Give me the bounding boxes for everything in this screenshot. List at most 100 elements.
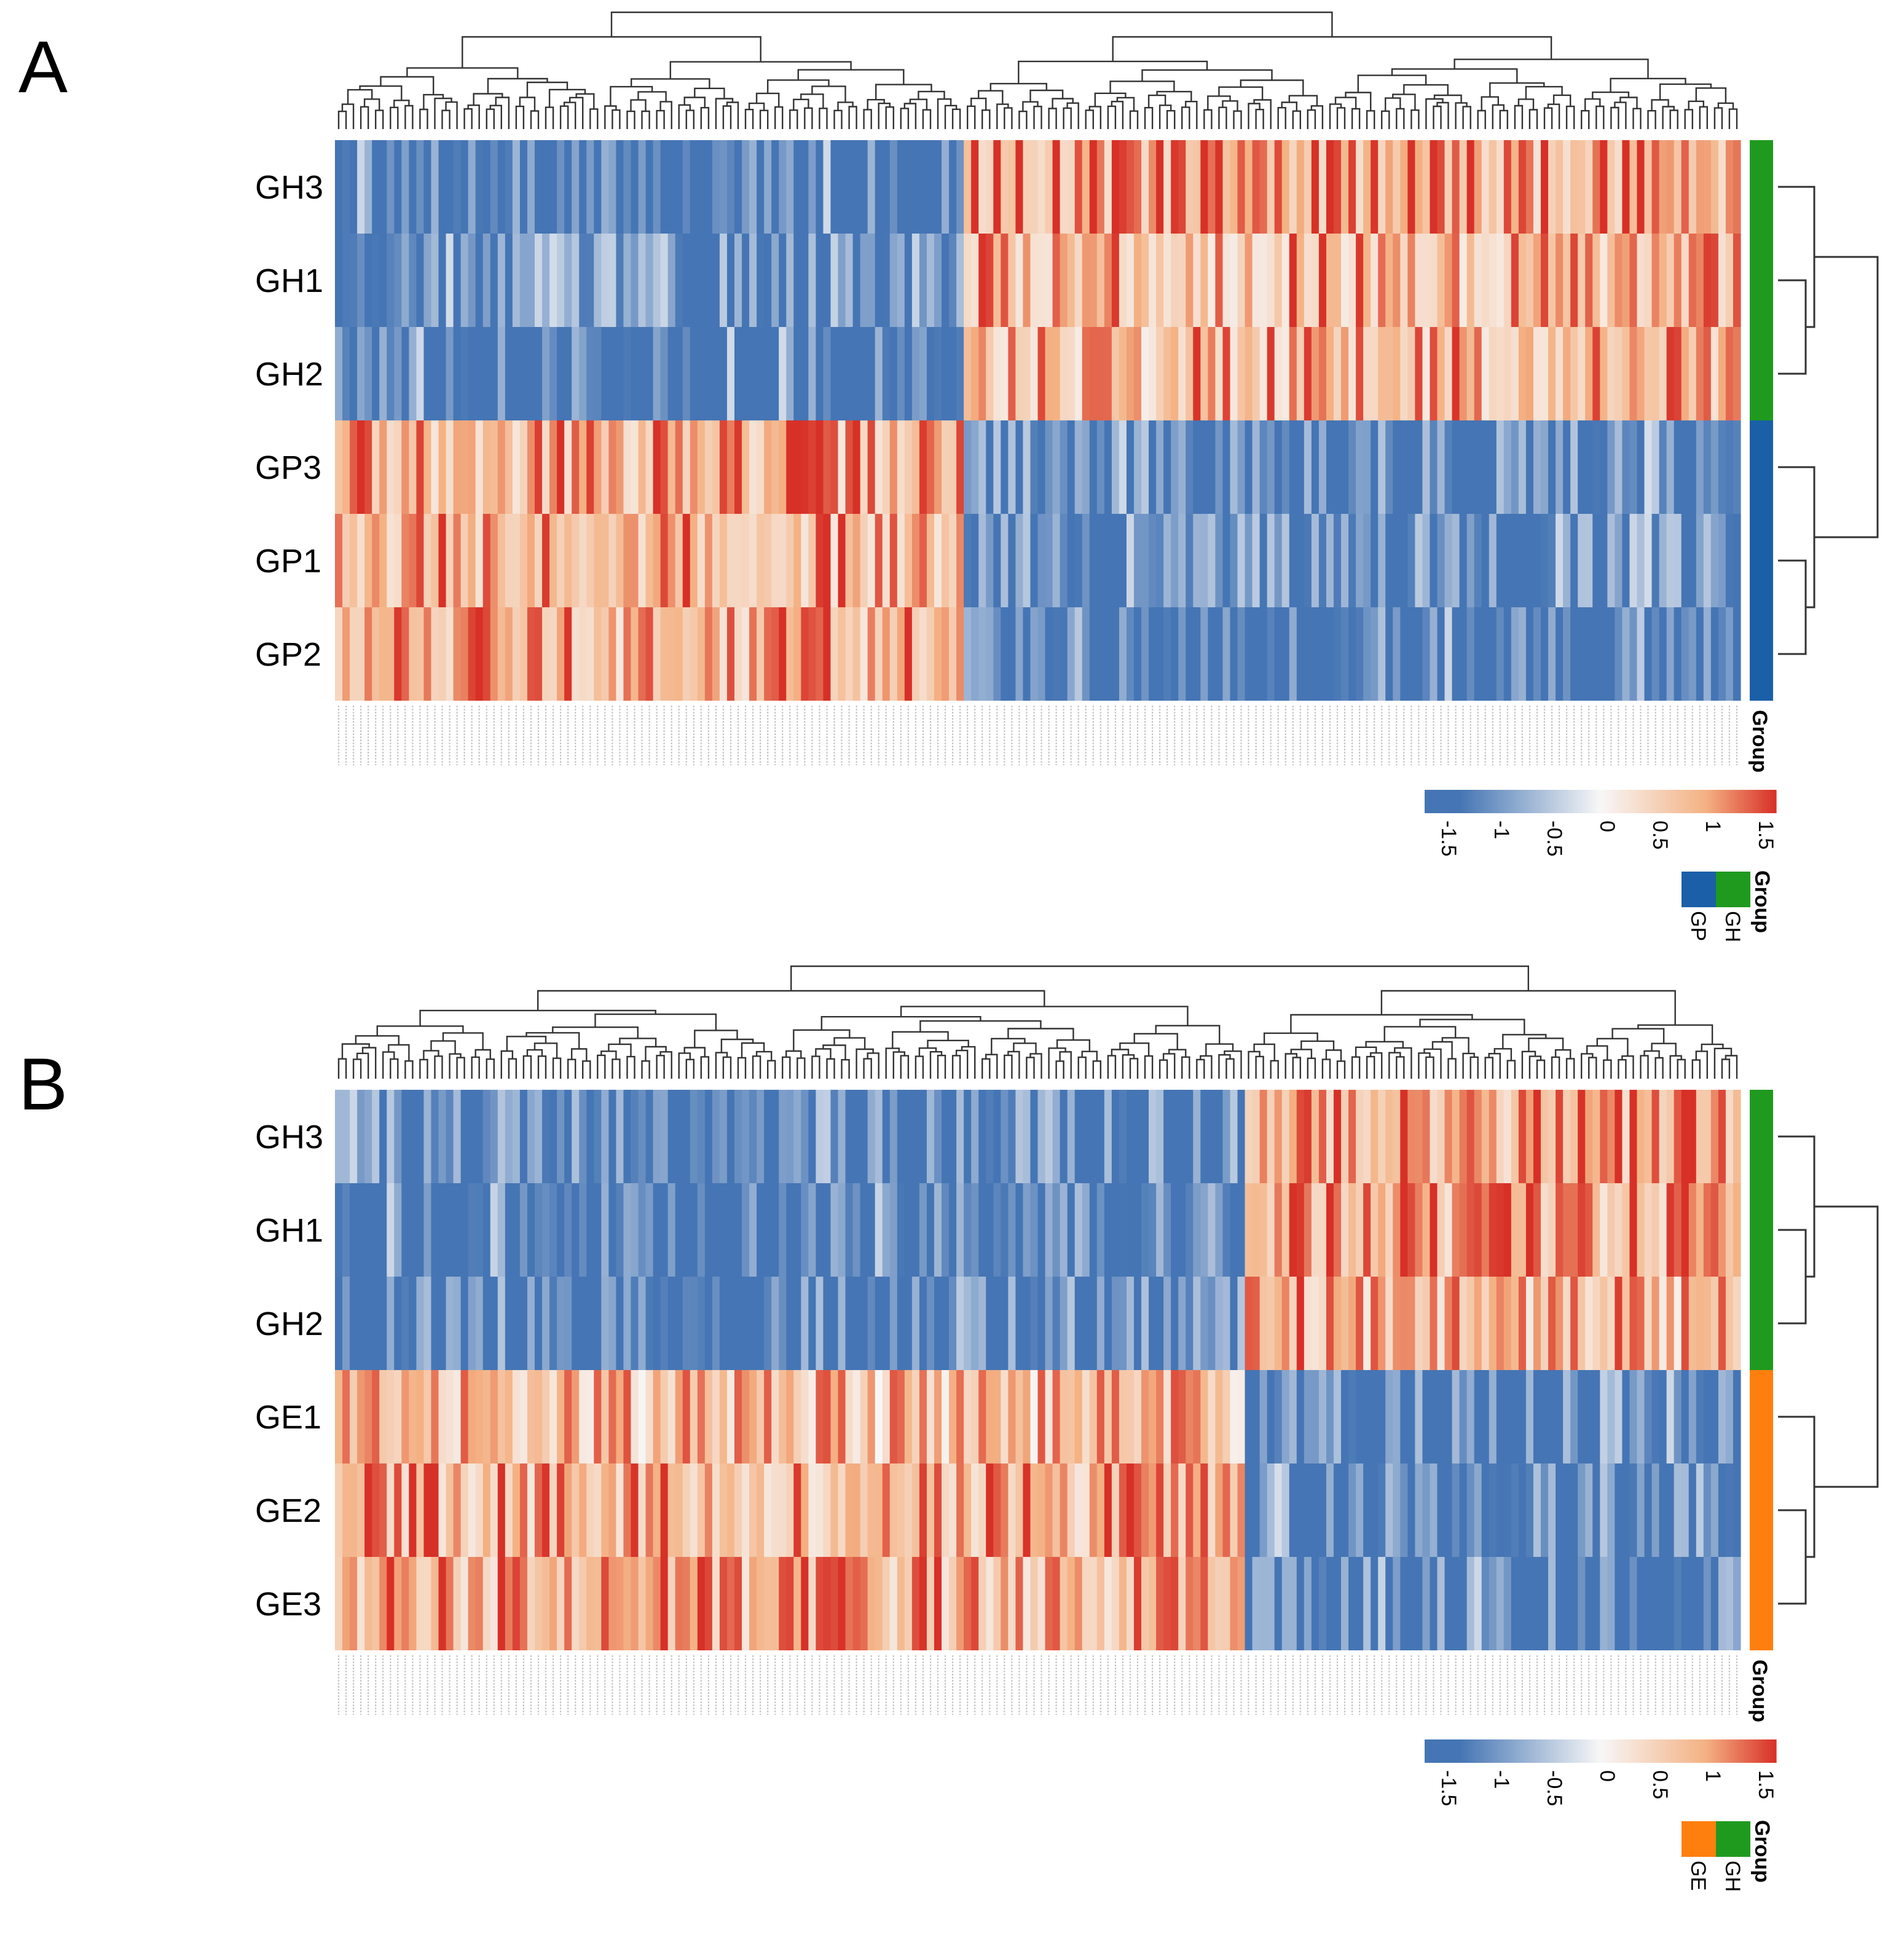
- heatmap-cell: [1008, 1370, 1016, 1463]
- column-dendrogram-branch: [582, 1060, 591, 1079]
- column-dendrogram-branch: [1433, 105, 1442, 129]
- column-dendrogram-branch: [1651, 1042, 1677, 1056]
- heatmap-cell: [1578, 140, 1586, 234]
- heatmap-cell: [1259, 607, 1268, 701]
- heatmap-cell: [1533, 140, 1541, 234]
- heatmap-cell: [1437, 1370, 1446, 1463]
- heatmap-cell: [1481, 1277, 1490, 1370]
- heatmap-cell: [956, 1463, 964, 1557]
- heatmap-cell: [1259, 420, 1268, 514]
- heatmap-cell: [712, 1183, 720, 1277]
- heatmap-cell: [1393, 514, 1401, 607]
- heatmap-cell: [675, 1183, 683, 1277]
- heatmap-cell: [838, 140, 846, 234]
- color-scale-swatch: [1533, 1739, 1536, 1763]
- heatmap-cell: [1548, 607, 1556, 701]
- heatmap-cell: [401, 234, 409, 327]
- heatmap-cell: [549, 1090, 557, 1183]
- color-scale-swatch: [1712, 790, 1715, 813]
- heatmap-cell: [1193, 327, 1201, 420]
- heatmap-cell: [608, 1557, 616, 1650]
- heatmap-cell: [1171, 1090, 1179, 1183]
- heatmap-cell: [1222, 140, 1231, 234]
- heatmap-cell: [690, 1277, 698, 1370]
- column-dendrogram-branch: [563, 101, 576, 129]
- heatmap-cell: [882, 1277, 891, 1370]
- heatmap-cell: [335, 234, 343, 327]
- heatmap-cell: [342, 607, 350, 701]
- heatmap-cell: [1208, 1463, 1216, 1557]
- heatmap-cell: [1156, 1090, 1164, 1183]
- heatmap-cell: [475, 1463, 484, 1557]
- column-dendrogram-branch: [1551, 1056, 1560, 1079]
- heatmap-cell: [1074, 327, 1083, 420]
- heatmap-cell: [1311, 140, 1320, 234]
- heatmap-cell: [845, 1277, 854, 1370]
- heatmap-cell: [1474, 1557, 1482, 1650]
- heatmap-cell: [1296, 1463, 1305, 1557]
- column-dendrogram-branch: [1004, 1054, 1013, 1079]
- heatmap-cell: [519, 1090, 528, 1183]
- column-dendrogram-branch: [793, 98, 809, 111]
- heatmap-cell: [1644, 1183, 1653, 1277]
- heatmap-cell: [1082, 420, 1090, 514]
- heatmap-cell: [1474, 234, 1482, 327]
- color-scale-swatch: [1712, 1739, 1715, 1763]
- heatmap-cell: [793, 1183, 801, 1277]
- heatmap-cell: [719, 327, 728, 420]
- heatmap-cell: [1644, 1557, 1653, 1650]
- heatmap-cell: [801, 1463, 809, 1557]
- column-dendrogram-branch: [1410, 109, 1420, 129]
- column-dendrogram-branch: [1418, 1052, 1431, 1079]
- heatmap-cell: [1252, 327, 1261, 420]
- heatmap-cell: [1556, 1463, 1564, 1557]
- heatmap-cell: [1556, 607, 1564, 701]
- heatmap-cell: [601, 1090, 609, 1183]
- color-scale-swatch: [1586, 790, 1589, 813]
- heatmap-cell: [852, 140, 861, 234]
- heatmap-cell: [845, 514, 854, 607]
- heatmap-cell: [564, 1463, 572, 1557]
- heatmap-cell: [682, 607, 691, 701]
- heatmap-cell: [423, 1090, 432, 1183]
- column-dendrogram-branch: [1462, 106, 1471, 129]
- heatmap-cell: [1363, 514, 1371, 607]
- heatmap-cell: [852, 1463, 861, 1557]
- row-label-gp2: GP2: [255, 636, 321, 673]
- heatmap-cell: [911, 1277, 920, 1370]
- heatmap-cell: [934, 140, 942, 234]
- heatmap-cell: [726, 327, 735, 420]
- heatmap-cell: [1281, 234, 1290, 327]
- heatmap-cell: [823, 514, 832, 607]
- column-dendrogram-branch: [1129, 110, 1139, 129]
- heatmap-cell: [1281, 1277, 1290, 1370]
- heatmap-cell: [1341, 1370, 1349, 1463]
- heatmap-cell: [1274, 1090, 1283, 1183]
- heatmap-cell: [793, 514, 801, 607]
- heatmap-cell: [1037, 1183, 1046, 1277]
- heatmap-cell: [594, 607, 602, 701]
- heatmap-cell: [1200, 1277, 1208, 1370]
- color-scale-swatch: [1454, 790, 1458, 813]
- heatmap-cell: [926, 1277, 935, 1370]
- heatmap-cell: [1710, 420, 1719, 514]
- heatmap-cell: [838, 1370, 846, 1463]
- heatmap-cell: [1400, 327, 1408, 420]
- heatmap-cell: [1415, 420, 1423, 514]
- heatmap-cell: [586, 420, 594, 514]
- heatmap-cell: [438, 420, 447, 514]
- heatmap-cell: [682, 1557, 691, 1650]
- heatmap-cell: [978, 327, 986, 420]
- column-dendrogram-branch: [1292, 1057, 1301, 1079]
- color-scale-swatch: [1480, 1739, 1484, 1763]
- heatmap-cell: [1548, 1557, 1556, 1650]
- heatmap-cell: [1245, 234, 1253, 327]
- column-dendrogram-branch: [685, 109, 694, 129]
- heatmap-cell: [1570, 514, 1578, 607]
- heatmap-cell: [519, 1463, 528, 1557]
- heatmap-cell: [1215, 1557, 1224, 1650]
- heatmap-cell: [845, 1557, 854, 1650]
- heatmap-cell: [749, 327, 757, 420]
- heatmap-cell: [1089, 420, 1098, 514]
- heatmap-cell: [564, 1557, 572, 1650]
